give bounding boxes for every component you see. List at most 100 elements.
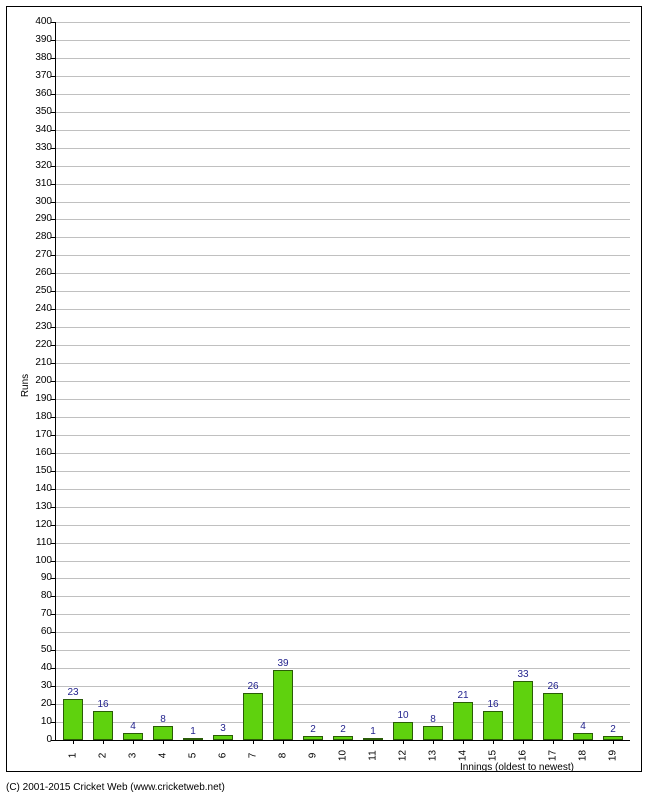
- bar: [573, 733, 593, 740]
- bar: [93, 711, 113, 740]
- x-tick-mark: [433, 740, 434, 744]
- x-tick-mark: [193, 740, 194, 744]
- grid-line: [55, 184, 630, 185]
- y-tick-label: 160: [35, 448, 52, 458]
- grid-line: [55, 578, 630, 579]
- y-tick-label: 120: [35, 520, 52, 530]
- x-tick-mark: [223, 740, 224, 744]
- y-axis: [55, 22, 56, 740]
- grid-line: [55, 291, 630, 292]
- y-tick-label: 320: [35, 161, 52, 171]
- bar-value-label: 10: [397, 710, 408, 721]
- y-tick-label: 150: [35, 466, 52, 476]
- x-tick-mark: [613, 740, 614, 744]
- x-tick-label: 10: [338, 746, 349, 766]
- y-tick-label: 240: [35, 304, 52, 314]
- x-tick-label: 18: [578, 746, 589, 766]
- bar: [423, 726, 443, 740]
- y-tick-label: 310: [35, 179, 52, 189]
- bar-value-label: 26: [247, 681, 258, 692]
- y-tick-label: 260: [35, 268, 52, 278]
- grid-line: [55, 650, 630, 651]
- bar-value-label: 33: [517, 669, 528, 680]
- x-tick-label: 13: [428, 746, 439, 766]
- bar: [513, 681, 533, 740]
- x-tick-label: 12: [398, 746, 409, 766]
- x-tick-mark: [313, 740, 314, 744]
- grid-line: [55, 543, 630, 544]
- y-tick-label: 390: [35, 35, 52, 45]
- y-tick-label: 30: [41, 681, 52, 691]
- grid-line: [55, 686, 630, 687]
- bar: [63, 699, 83, 740]
- bar: [363, 738, 383, 740]
- x-tick-mark: [373, 740, 374, 744]
- x-tick-label: 2: [98, 746, 109, 766]
- y-tick-label: 200: [35, 376, 52, 386]
- chart-container: 0102030405060708090100110120130140150160…: [0, 0, 650, 800]
- grid-line: [55, 345, 630, 346]
- grid-line: [55, 76, 630, 77]
- bar-value-label: 23: [67, 687, 78, 698]
- y-tick-label: 10: [41, 717, 52, 727]
- grid-line: [55, 399, 630, 400]
- grid-line: [55, 237, 630, 238]
- x-tick-mark: [343, 740, 344, 744]
- grid-line: [55, 471, 630, 472]
- x-tick-mark: [133, 740, 134, 744]
- bar-value-label: 1: [370, 726, 376, 737]
- bar-value-label: 2: [340, 724, 346, 735]
- x-tick-label: 5: [188, 746, 199, 766]
- bar: [453, 702, 473, 740]
- y-tick-label: 400: [35, 17, 52, 27]
- grid-line: [55, 417, 630, 418]
- x-tick-mark: [163, 740, 164, 744]
- grid-line: [55, 40, 630, 41]
- x-tick-label: 6: [218, 746, 229, 766]
- y-tick-label: 210: [35, 358, 52, 368]
- x-tick-mark: [523, 740, 524, 744]
- bar: [123, 733, 143, 740]
- bar: [603, 736, 623, 740]
- x-tick-mark: [583, 740, 584, 744]
- x-tick-label: 1: [68, 746, 79, 766]
- y-tick-label: 90: [41, 573, 52, 583]
- grid-line: [55, 561, 630, 562]
- y-tick-label: 330: [35, 143, 52, 153]
- grid-line: [55, 435, 630, 436]
- bar-value-label: 8: [430, 714, 436, 725]
- bar-value-label: 1: [190, 726, 196, 737]
- grid-line: [55, 255, 630, 256]
- bar-value-label: 3: [220, 723, 226, 734]
- bar: [213, 735, 233, 740]
- grid-line: [55, 58, 630, 59]
- grid-line: [55, 202, 630, 203]
- bar-value-label: 16: [97, 699, 108, 710]
- x-tick-mark: [403, 740, 404, 744]
- x-tick-label: 19: [608, 746, 619, 766]
- bar: [393, 722, 413, 740]
- grid-line: [55, 273, 630, 274]
- y-tick-label: 340: [35, 125, 52, 135]
- grid-line: [55, 632, 630, 633]
- grid-line: [55, 130, 630, 131]
- y-tick-label: 100: [35, 556, 52, 566]
- x-tick-label: 9: [308, 746, 319, 766]
- x-tick-mark: [463, 740, 464, 744]
- x-tick-mark: [73, 740, 74, 744]
- y-tick-label: 270: [35, 250, 52, 260]
- grid-line: [55, 112, 630, 113]
- bar-value-label: 21: [457, 690, 468, 701]
- x-tick-mark: [253, 740, 254, 744]
- y-tick-label: 190: [35, 394, 52, 404]
- y-tick-label: 350: [35, 107, 52, 117]
- y-tick-label: 300: [35, 197, 52, 207]
- x-tick-mark: [283, 740, 284, 744]
- y-tick-label: 250: [35, 286, 52, 296]
- x-tick-label: 4: [158, 746, 169, 766]
- y-tick-label: 60: [41, 627, 52, 637]
- bar: [543, 693, 563, 740]
- bar: [273, 670, 293, 740]
- grid-line: [55, 596, 630, 597]
- y-tick-label: 70: [41, 609, 52, 619]
